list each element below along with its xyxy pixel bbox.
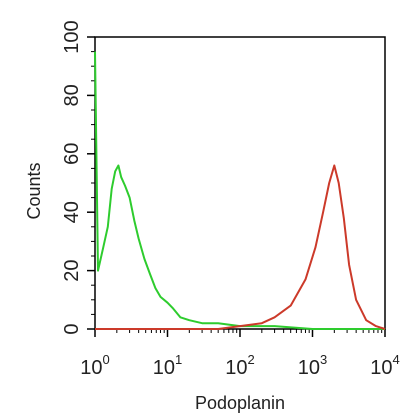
series-layer — [94, 51, 386, 330]
x-tick-label: 101 — [153, 352, 182, 379]
x-axis-title: Podoplanin — [195, 393, 285, 413]
x-tick-label: 103 — [298, 352, 327, 379]
y-tick-label: 100 — [61, 20, 83, 53]
y-axis-ticks: 0 20 40 60 80 100 — [61, 20, 95, 335]
x-tick-label: 100 — [80, 352, 109, 379]
y-tick-label: 80 — [61, 84, 83, 106]
x-tick-label: 102 — [225, 352, 254, 379]
plot-frame — [94, 36, 386, 330]
y-tick-label: 60 — [61, 143, 83, 165]
x-axis-ticks: 100 101 102 103 104 — [80, 329, 400, 379]
series-line-2 — [95, 164, 386, 330]
y-tick-label: 0 — [61, 323, 83, 334]
series-line-1 — [94, 51, 385, 330]
x-tick-label: 104 — [370, 352, 399, 379]
y-tick-label: 40 — [61, 201, 83, 223]
y-axis-title: Counts — [24, 162, 44, 219]
y-tick-label: 20 — [61, 259, 83, 281]
